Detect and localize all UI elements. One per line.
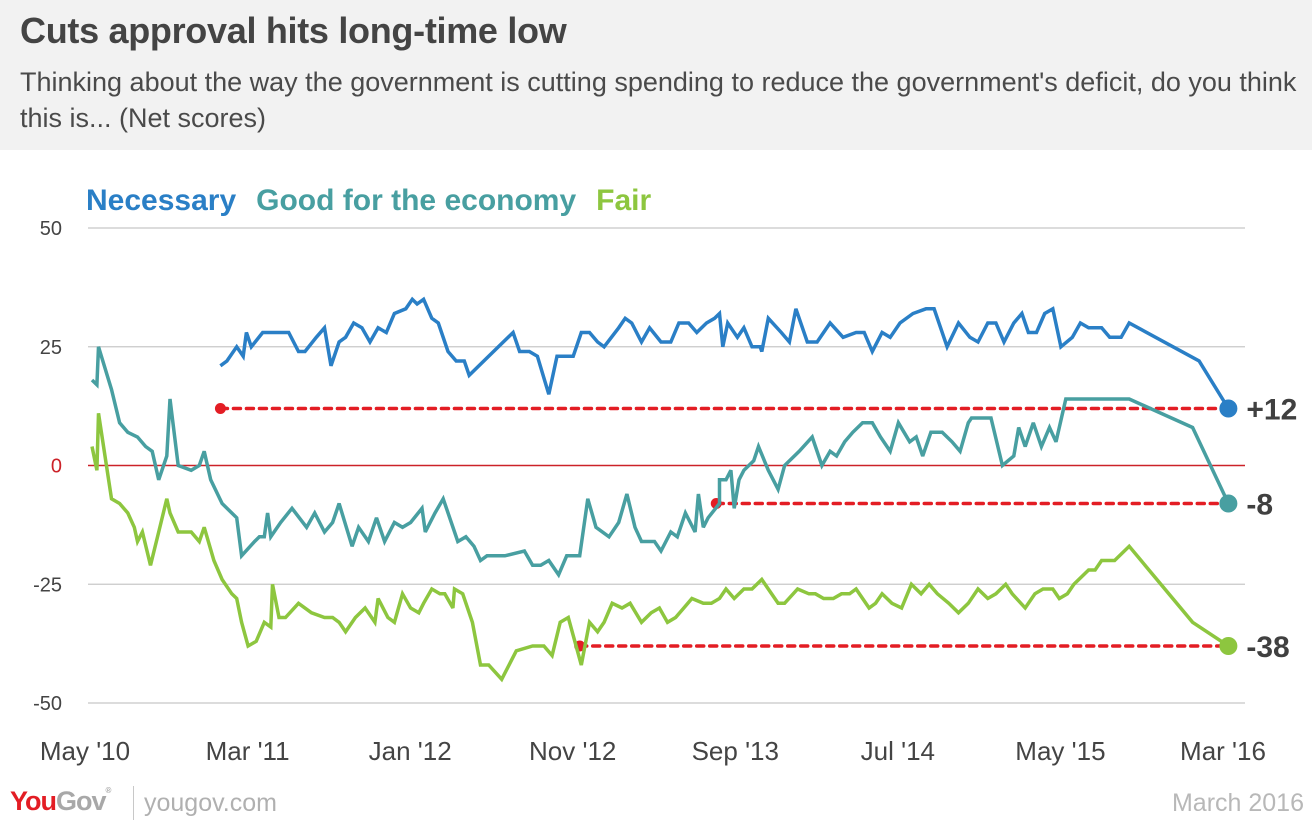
- y-axis-ticks: 50 25 0 -25 -50: [33, 218, 62, 715]
- y-tick-label: -50: [33, 693, 62, 715]
- series-lines: [90, 296, 1230, 683]
- x-tick-label: Mar '16: [1180, 736, 1266, 766]
- footer-url: yougov.com: [144, 789, 277, 817]
- chart-title: Cuts approval hits long-time low: [20, 10, 567, 51]
- end-marker: [1219, 637, 1238, 655]
- end-value-label: +12: [1246, 394, 1297, 427]
- x-tick-label: Mar '11: [206, 736, 290, 766]
- header-band: Cuts approval hits long-time low Thinkin…: [0, 0, 1312, 150]
- legend: Necessary Good for the economy Fair: [86, 184, 651, 218]
- reference-start-dot: [214, 403, 226, 414]
- legend-item-good-for-economy: Good for the economy: [256, 184, 577, 217]
- registered-mark: ®: [105, 786, 112, 795]
- y-tick-label: 25: [40, 337, 62, 359]
- x-tick-label: Jul '14: [861, 736, 935, 766]
- legend-item-fair: Fair: [596, 184, 652, 217]
- footer-divider: [133, 786, 134, 820]
- series-end-markers: +12 -8 -38: [1219, 394, 1297, 664]
- reference-lines: [214, 403, 1232, 652]
- end-value-label: -8: [1246, 489, 1273, 522]
- footer-date: March 2016: [1171, 789, 1304, 817]
- x-tick-label: Sep '13: [692, 736, 779, 766]
- x-tick-label: Nov '12: [529, 736, 616, 766]
- end-marker: [1219, 399, 1238, 418]
- x-tick-label: May '15: [1015, 736, 1105, 766]
- y-tick-label: -25: [33, 574, 62, 596]
- x-axis-ticks: May '10 Mar '11 Jan '12 Nov '12 Sep '13 Jul '…: [40, 736, 1266, 766]
- end-marker: [1219, 494, 1238, 513]
- series-line-fair: [90, 413, 1230, 683]
- x-tick-label: May '10: [40, 736, 130, 766]
- end-value-label: -38: [1246, 631, 1289, 664]
- logo-gov-text: Gov: [56, 786, 107, 816]
- series-line-good-for-the-economy: [90, 346, 1230, 579]
- gridlines: [88, 227, 1245, 704]
- y-tick-label: 0: [51, 456, 62, 478]
- x-tick-label: Jan '12: [369, 736, 452, 766]
- yougov-logo: YouGov®: [10, 786, 112, 817]
- y-tick-label: 50: [40, 218, 62, 240]
- chart-subtitle: Thinking about the way the government is…: [20, 67, 1297, 133]
- legend-item-necessary: Necessary: [86, 184, 237, 217]
- series-line-necessary: [219, 296, 1230, 410]
- logo-you-text: You: [10, 786, 57, 816]
